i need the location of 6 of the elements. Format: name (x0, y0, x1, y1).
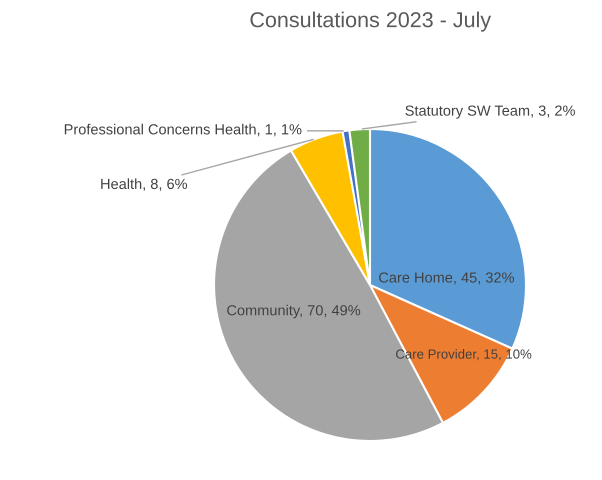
slice-label: Professional Concerns Health, 1, 1% (64, 124, 302, 136)
slice-label: Statutory SW Team, 3, 2% (405, 105, 575, 119)
chart-title: Consultations 2023 - July (250, 12, 492, 32)
slice-label: Care Home, 45, 32% (379, 272, 514, 284)
slice-label: Community, 70, 49% (227, 304, 360, 318)
slice-label: Health, 8, 6% (101, 178, 188, 191)
